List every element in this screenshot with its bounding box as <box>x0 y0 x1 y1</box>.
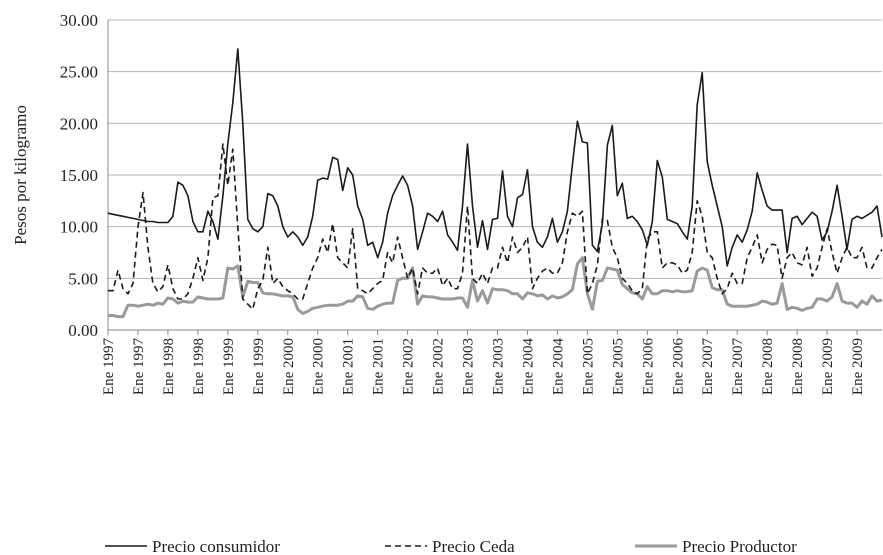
x-tick-label: Ene 2009 <box>850 338 866 395</box>
x-tick-label: Ene 2002 <box>401 338 417 395</box>
y-tick-label: 5.00 <box>68 269 98 288</box>
x-tick-label: Ene 1998 <box>161 338 177 395</box>
x-tick-label: Ene 1998 <box>191 338 207 395</box>
x-tick-label: Ene 2006 <box>640 338 656 396</box>
x-tick-label: Ene 2000 <box>281 338 297 395</box>
legend-label: Precio Ceda <box>432 537 515 555</box>
y-tick-label: 10.00 <box>60 218 98 237</box>
x-tick-label: Ene 2004 <box>520 338 536 396</box>
x-tick-label: Ene 1997 <box>131 338 147 396</box>
x-tick-label: Ene 2000 <box>311 338 327 395</box>
y-tick-label: 20.00 <box>60 114 98 133</box>
x-tick-label: Ene 2005 <box>610 338 626 395</box>
y-tick-label: 30.00 <box>60 11 98 30</box>
x-tick-label: Ene 2005 <box>580 338 596 395</box>
y-tick-label: 25.00 <box>60 63 98 82</box>
line-series <box>108 143 883 311</box>
x-tick-label: Ene 2003 <box>490 338 506 395</box>
x-tick-label: Ene 1999 <box>251 338 267 395</box>
x-tick-label: Ene 2001 <box>341 338 357 395</box>
legend-label: Precio consumidor <box>152 537 280 555</box>
y-axis-label: Pesos por kilogramo <box>11 105 30 245</box>
x-tick-label: Ene 2009 <box>820 338 836 395</box>
y-tick-label: 0.00 <box>68 321 98 340</box>
x-tick-label: Ene 2001 <box>371 338 387 395</box>
x-tick-label: Ene 1997 <box>101 338 117 396</box>
x-tick-label: Ene 2007 <box>700 338 716 396</box>
x-tick-label: Ene 2002 <box>431 338 447 395</box>
x-tick-label: Ene 2004 <box>550 338 566 396</box>
x-tick-label: Ene 2008 <box>790 338 806 395</box>
y-tick-label: 15.00 <box>60 166 98 185</box>
line-series <box>107 48 883 267</box>
x-tick-label: Ene 2003 <box>461 338 477 395</box>
x-tick-label: Ene 1999 <box>221 338 237 395</box>
x-tick-label: Ene 2008 <box>760 338 776 395</box>
x-tick-label: Ene 2007 <box>730 338 746 396</box>
x-tick-label: Ene 2006 <box>670 338 686 396</box>
legend-label: Precio Productor <box>682 537 797 555</box>
line-series <box>108 256 883 319</box>
